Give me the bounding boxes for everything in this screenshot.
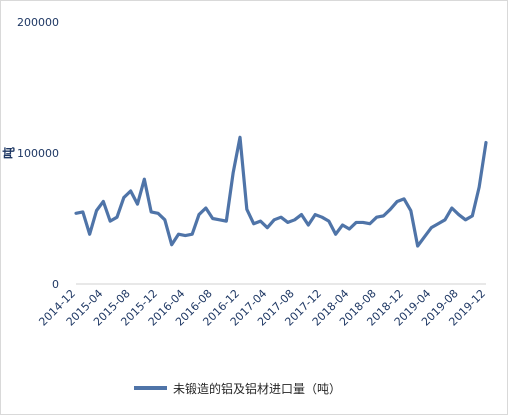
y-tick-label: 100000	[17, 147, 59, 160]
y-tick-label: 0	[52, 278, 59, 291]
y-tick-label: 200000	[17, 16, 59, 29]
y-axis-ticks: 0 100000 200000	[17, 16, 59, 291]
legend-label: 未锻造的铝及铝材进口量（吨）	[173, 381, 341, 396]
legend: 未锻造的铝及铝材进口量（吨）	[134, 381, 341, 396]
series-layer	[74, 135, 488, 248]
y-axis-label: 吨	[1, 147, 16, 159]
x-axis-ticks: 2014-122015-042015-082015-122016-042016-…	[36, 287, 488, 329]
series-line	[74, 135, 488, 248]
y-axis-label-group: 吨	[1, 147, 16, 159]
